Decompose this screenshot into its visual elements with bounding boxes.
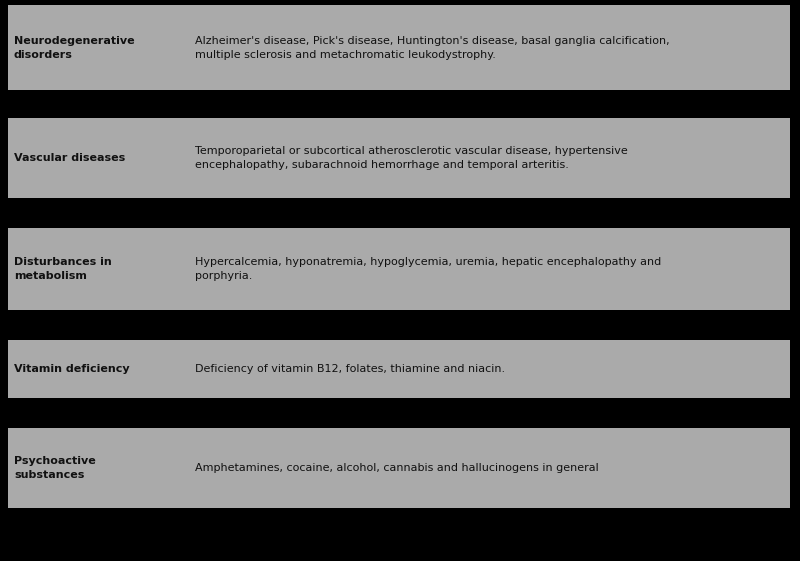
Text: Vascular diseases: Vascular diseases bbox=[14, 153, 126, 163]
Text: Disturbances in
metabolism: Disturbances in metabolism bbox=[14, 257, 112, 281]
Text: Psychoactive
substances: Psychoactive substances bbox=[14, 456, 96, 480]
FancyBboxPatch shape bbox=[8, 228, 790, 310]
FancyBboxPatch shape bbox=[8, 5, 790, 90]
Text: Alzheimer's disease, Pick's disease, Huntington's disease, basal ganglia calcifi: Alzheimer's disease, Pick's disease, Hun… bbox=[195, 35, 670, 59]
FancyBboxPatch shape bbox=[8, 118, 790, 198]
Text: Neurodegenerative
disorders: Neurodegenerative disorders bbox=[14, 35, 134, 59]
Text: Hypercalcemia, hyponatremia, hypoglycemia, uremia, hepatic encephalopathy and
po: Hypercalcemia, hyponatremia, hypoglycemi… bbox=[195, 257, 662, 281]
Text: Amphetamines, cocaine, alcohol, cannabis and hallucinogens in general: Amphetamines, cocaine, alcohol, cannabis… bbox=[195, 463, 598, 473]
Text: Vitamin deficiency: Vitamin deficiency bbox=[14, 364, 130, 374]
Text: Deficiency of vitamin B12, folates, thiamine and niacin.: Deficiency of vitamin B12, folates, thia… bbox=[195, 364, 505, 374]
FancyBboxPatch shape bbox=[8, 340, 790, 398]
Text: Temporoparietal or subcortical atherosclerotic vascular disease, hypertensive
en: Temporoparietal or subcortical atheroscl… bbox=[195, 146, 628, 170]
FancyBboxPatch shape bbox=[8, 428, 790, 508]
